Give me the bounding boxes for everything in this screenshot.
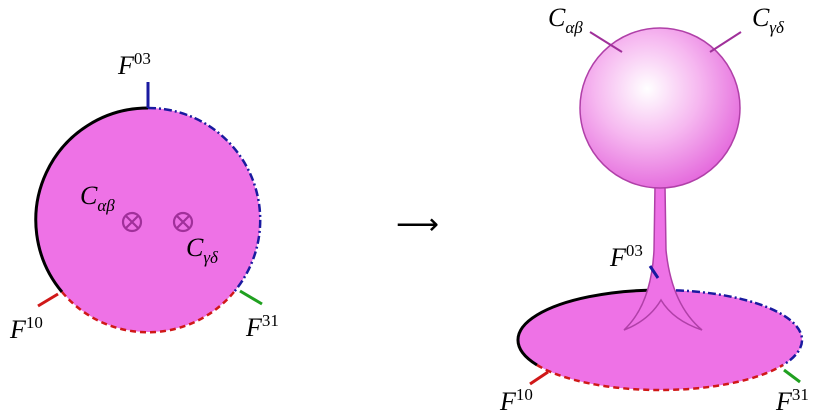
label: F03 bbox=[117, 49, 151, 80]
label-part: C bbox=[752, 3, 770, 32]
label-part: αβ bbox=[565, 18, 583, 37]
label-part: C bbox=[80, 181, 98, 210]
label-part: F bbox=[245, 313, 263, 342]
label-part: 31 bbox=[262, 311, 279, 330]
label-part: 03 bbox=[134, 49, 151, 68]
label-part: F bbox=[609, 243, 627, 272]
label: Cγδ bbox=[752, 3, 785, 37]
label-part: 03 bbox=[626, 241, 643, 260]
label-part: 10 bbox=[26, 313, 43, 332]
label-part: C bbox=[186, 233, 204, 262]
right-figure bbox=[516, 27, 804, 392]
left-disk bbox=[34, 82, 263, 334]
label-part: γδ bbox=[769, 18, 785, 37]
label-part: 10 bbox=[516, 385, 533, 404]
arrow: ⟶ bbox=[396, 208, 439, 241]
label: Cγδ bbox=[186, 233, 219, 267]
label-part: C bbox=[548, 3, 566, 32]
label-part: αβ bbox=[97, 196, 115, 215]
label: F03 bbox=[609, 241, 643, 272]
label-part: 31 bbox=[792, 385, 809, 404]
label: F31 bbox=[775, 385, 809, 416]
label: F31 bbox=[245, 311, 279, 342]
label: Cαβ bbox=[548, 3, 583, 37]
label-part: F bbox=[775, 387, 793, 416]
label: F10 bbox=[499, 385, 533, 416]
label-part: γδ bbox=[203, 248, 219, 267]
label-part: F bbox=[9, 315, 27, 344]
label-part: F bbox=[117, 51, 135, 80]
label: F10 bbox=[9, 313, 43, 344]
label-part: F bbox=[499, 387, 517, 416]
label: Cαβ bbox=[80, 181, 115, 215]
